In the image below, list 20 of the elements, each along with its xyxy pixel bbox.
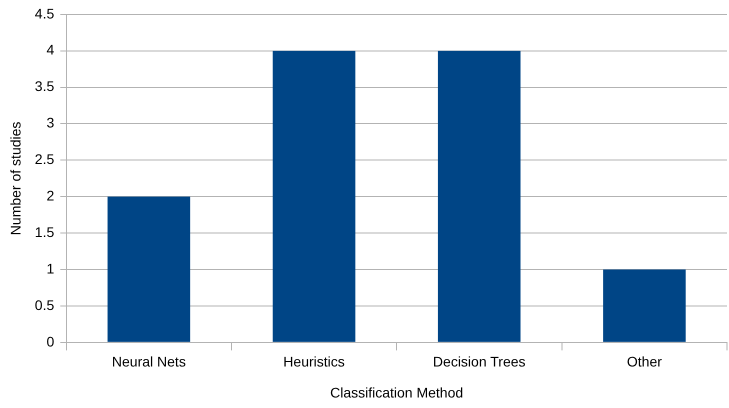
y-tick-label: 1.5 [34,224,54,240]
bar [272,50,356,342]
y-tick-label: 1 [46,260,54,276]
bar [108,196,190,342]
bar [603,270,686,342]
y-tick-label: 2 [46,187,54,204]
y-tick-label: 4.5 [34,5,54,22]
bar [438,50,521,342]
y-tick-label: 3 [46,114,54,131]
x-tick-label: Other [626,354,662,370]
y-tick-label: 2.5 [34,151,54,168]
y-tick-label: 4 [46,42,54,58]
y-tick-label: 0.5 [34,296,54,313]
x-tick-label: Decision Trees [432,354,526,370]
y-axis-title: Number of studies [7,122,24,236]
y-tick-label: 3.5 [34,78,54,94]
x-tick-label: Heuristics [283,354,345,370]
y-tick-label: 0 [46,333,54,350]
x-axis-title: Classification Method [330,384,464,400]
x-tick-label: Neural Nets [112,354,186,370]
